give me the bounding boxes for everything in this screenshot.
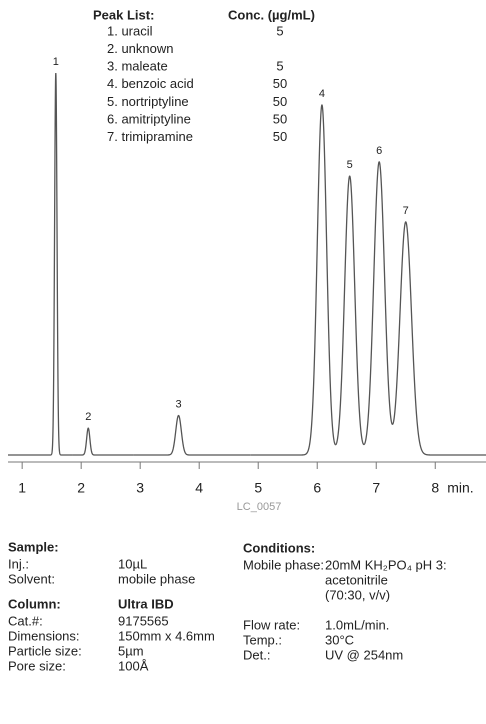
peak-trace	[8, 72, 73, 456]
info-title: Column:	[8, 596, 61, 611]
peak-list-name: 1. uracil	[107, 23, 153, 38]
info-value: 10µL	[118, 556, 147, 571]
info-label: Mobile phase:	[243, 557, 324, 572]
info-label: Cat.#:	[8, 613, 43, 628]
info-value: 30°C	[325, 632, 354, 647]
peak-list-name: 4. benzoic acid	[107, 76, 194, 91]
peak-trace	[363, 161, 393, 445]
peak-label: 6	[376, 145, 382, 157]
info-value: 1.0mL/min.	[325, 617, 389, 632]
x-tick-label: 7	[372, 480, 380, 496]
info-name: Ultra IBD	[118, 596, 174, 611]
peak-list-name: 5. nortriptyline	[107, 94, 189, 109]
peak-label: 2	[85, 411, 91, 423]
peak-list-conc: 5	[276, 59, 283, 74]
info-value: 100Å	[118, 658, 149, 673]
info-value: 20mM KH₂PO₄ pH 3:	[325, 557, 447, 572]
peak-list-conc: 50	[273, 94, 287, 109]
peak-label: 3	[175, 398, 181, 410]
peak-label: 5	[347, 159, 353, 171]
info-value: UV @ 254nm	[325, 647, 403, 662]
peak-label: 4	[319, 88, 325, 100]
x-unit: min.	[447, 480, 473, 496]
peak-list-name: 7. trimipramine	[107, 129, 193, 144]
peak-list-name: 3. maleate	[107, 59, 168, 74]
peak-list-conc: 5	[276, 23, 283, 38]
x-tick-label: 6	[313, 480, 321, 496]
info-label: Inj.:	[8, 556, 29, 571]
peak-trace	[133, 414, 251, 456]
info-label: Det.:	[243, 647, 270, 662]
peak-list-conc: 50	[273, 111, 287, 126]
info-value: 150mm x 4.6mm	[118, 628, 215, 643]
peak-list-name: 2. unknown	[107, 41, 174, 56]
peak-trace	[335, 175, 365, 446]
x-tick-label: 8	[431, 480, 439, 496]
peak-trace	[72, 427, 134, 456]
info-label: Dimensions:	[8, 628, 80, 643]
info-title: Conditions:	[243, 540, 315, 555]
x-tick-label: 1	[18, 480, 26, 496]
info-value: acetonitrile	[325, 572, 388, 587]
peak-list-conc: 50	[273, 76, 287, 91]
info-label: Solvent:	[8, 571, 55, 586]
info-value: mobile phase	[118, 571, 195, 586]
info-label: Particle size:	[8, 643, 82, 658]
x-tick-label: 2	[77, 480, 85, 496]
peak-label: 7	[403, 205, 409, 217]
info-value: 9175565	[118, 613, 169, 628]
x-tick-label: 4	[195, 480, 203, 496]
peak-trace	[250, 104, 337, 456]
chart-note: LC_0057	[237, 501, 282, 513]
peak-label: 1	[53, 56, 59, 68]
conc-title: Conc. (µg/mL)	[228, 7, 315, 22]
peak-trace	[392, 221, 486, 456]
info-label: Pore size:	[8, 658, 66, 673]
info-value: (70:30, v/v)	[325, 587, 390, 602]
info-value: 5µm	[118, 643, 144, 658]
info-label: Flow rate:	[243, 617, 300, 632]
info-label: Temp.:	[243, 632, 282, 647]
peak-list-conc: 50	[273, 129, 287, 144]
x-tick-label: 3	[136, 480, 144, 496]
x-tick-label: 5	[254, 480, 262, 496]
peak-list-title: Peak List:	[93, 7, 154, 22]
peak-list-name: 6. amitriptyline	[107, 111, 191, 126]
info-title: Sample:	[8, 539, 59, 554]
